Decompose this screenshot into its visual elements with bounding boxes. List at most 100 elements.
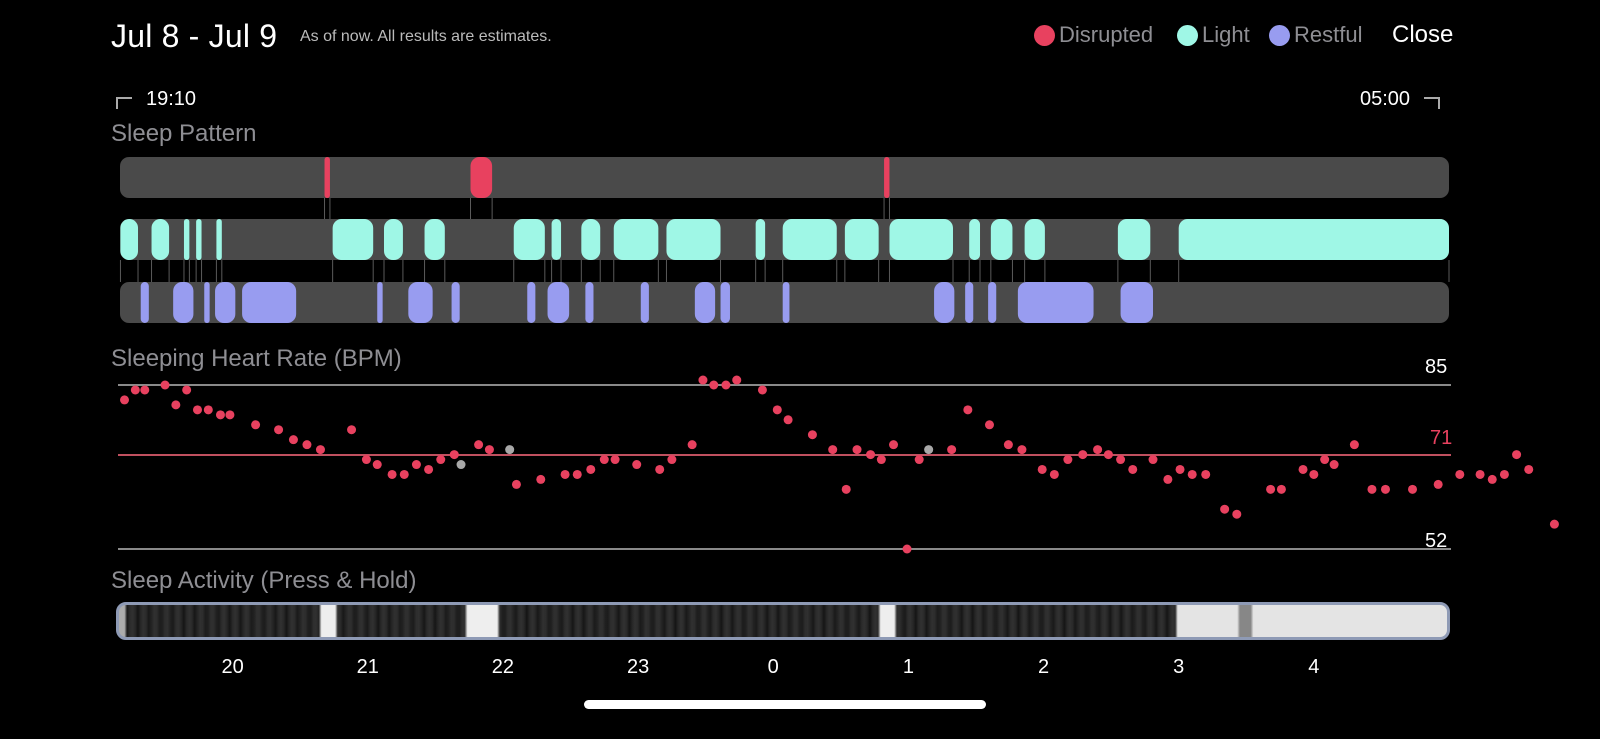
hr-point (1017, 445, 1027, 455)
hr-point (914, 455, 924, 465)
hr-point (599, 455, 609, 465)
hr-point (1455, 469, 1465, 479)
restful-block (1017, 282, 1094, 323)
hr-point (1201, 469, 1211, 479)
restful-block (720, 282, 730, 323)
hr-point (1116, 455, 1126, 465)
hr-point (984, 420, 994, 430)
hr-point (1049, 469, 1059, 479)
light-block (581, 219, 601, 260)
restful-block (694, 282, 716, 323)
x-tick-label: 23 (626, 656, 650, 678)
close-button[interactable]: Close (1392, 21, 1454, 48)
restful-block (782, 282, 790, 323)
hr-point (130, 385, 140, 395)
light-block (183, 219, 190, 260)
light-block (513, 219, 545, 260)
hr-point (411, 460, 421, 470)
restful-block (215, 282, 236, 323)
light-block (383, 219, 403, 260)
hr-point (361, 455, 371, 465)
hr-point (315, 445, 325, 455)
hr-point (732, 375, 742, 385)
hr-point (1148, 455, 1158, 465)
hr-point (1037, 464, 1047, 474)
light-block (969, 219, 981, 260)
estimates-note: As of now. All results are estimates. (300, 28, 552, 45)
disrupted-block (884, 157, 890, 198)
light-block (666, 219, 721, 260)
hr-point (1175, 464, 1185, 474)
hr-point (1408, 484, 1418, 494)
x-tick-label: 3 (1173, 656, 1185, 678)
hr-point (302, 440, 312, 450)
hr-point (828, 445, 838, 455)
disrupted-track (120, 157, 1449, 198)
hr-point (757, 385, 767, 395)
hr-artifact-point (456, 460, 466, 470)
hr-point (572, 469, 582, 479)
light-block (1178, 219, 1449, 260)
hr-point (1475, 469, 1485, 479)
hr-point (586, 464, 596, 474)
restful-block (204, 282, 210, 323)
hr-point (1367, 484, 1377, 494)
x-tick-label: 4 (1308, 656, 1320, 678)
hr-point (1187, 469, 1197, 479)
start-bracket-icon (116, 96, 132, 109)
start-time-label: 19:10 (146, 88, 197, 110)
end-time-label: 05:00 (1360, 88, 1411, 110)
restful-block (377, 282, 383, 323)
disrupted-block (324, 157, 330, 198)
heart-rate-title: Sleeping Heart Rate (BPM) (111, 345, 402, 372)
hr-point (1232, 509, 1242, 519)
hr-point (655, 464, 665, 474)
light-block (196, 219, 202, 260)
x-tick-label: 21 (356, 656, 379, 678)
restful-dot-icon (1269, 24, 1290, 46)
restful-block (547, 282, 570, 323)
hr-point (1163, 474, 1173, 484)
restful-block (965, 282, 974, 323)
light-block (1024, 219, 1045, 260)
hr-point (1349, 440, 1359, 450)
light-block (844, 219, 879, 260)
hr-max-label: 85 (1425, 356, 1448, 378)
x-tick-label: 2 (1037, 656, 1050, 678)
hr-point (1276, 484, 1286, 494)
hr-point (963, 405, 973, 415)
restful-block (988, 282, 997, 323)
light-block (151, 219, 170, 260)
sleep-chart[interactable] (0, 0, 1600, 600)
hr-point (632, 460, 642, 470)
legend-restful: Restful (1269, 22, 1362, 48)
x-tick-label: 22 (491, 656, 515, 678)
hr-point (1524, 464, 1534, 474)
home-indicator[interactable] (584, 700, 986, 709)
hr-point (1329, 460, 1339, 470)
restful-block (242, 282, 297, 323)
hr-point (1003, 440, 1013, 450)
legend-light: Light (1177, 22, 1250, 48)
hr-point (192, 405, 202, 415)
hr-point (1103, 450, 1113, 460)
sleep-activity-title: Sleep Activity (Press & Hold) (111, 567, 417, 594)
hr-point (140, 385, 150, 395)
hr-point (251, 420, 261, 430)
hr-point (1128, 464, 1138, 474)
sleep-activity-bar[interactable] (116, 602, 1450, 640)
restful-block (527, 282, 536, 323)
light-block (332, 219, 374, 260)
light-block (1117, 219, 1151, 260)
restful-block (451, 282, 460, 323)
light-block (990, 219, 1013, 260)
hr-point (1220, 504, 1230, 514)
legend-label: Disrupted (1059, 22, 1154, 47)
light-block (551, 219, 562, 260)
legend-label: Light (1202, 22, 1250, 47)
hr-point (687, 440, 697, 450)
restful-block (585, 282, 594, 323)
hr-point (160, 380, 170, 390)
date-range-title: Jul 8 - Jul 9 (111, 18, 278, 54)
hr-min-label: 52 (1425, 530, 1448, 552)
